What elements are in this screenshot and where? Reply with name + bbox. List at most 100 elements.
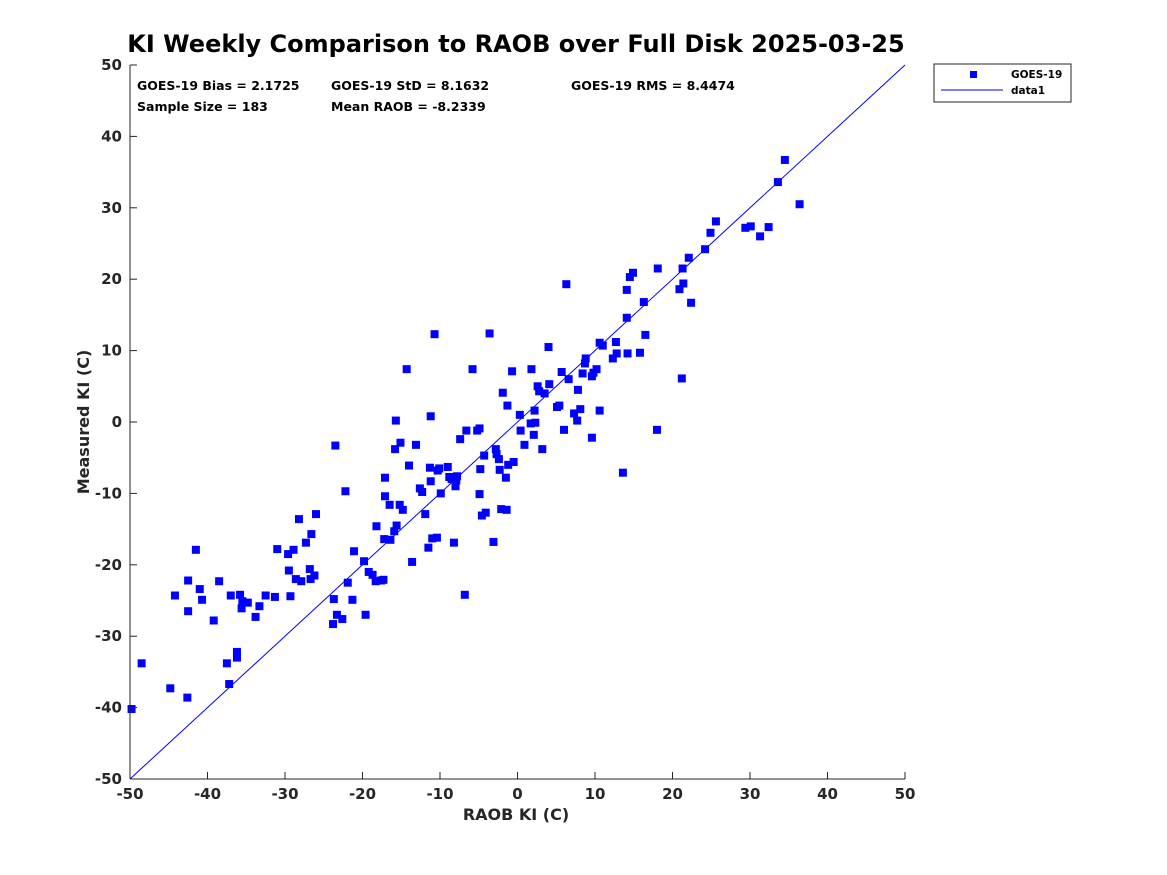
data-point xyxy=(562,280,571,289)
reference-line xyxy=(129,64,906,780)
data-point xyxy=(392,521,401,530)
data-point xyxy=(236,590,245,599)
data-point xyxy=(232,653,241,662)
data-point xyxy=(349,547,358,556)
y-tick-label: 30 xyxy=(101,199,122,217)
data-point xyxy=(581,354,590,363)
x-tick-label: 30 xyxy=(740,785,761,803)
data-point xyxy=(576,405,585,414)
data-point xyxy=(338,615,347,624)
data-point xyxy=(425,463,434,472)
data-point xyxy=(449,538,458,547)
data-point xyxy=(529,430,538,439)
data-point xyxy=(741,223,750,232)
data-point xyxy=(622,285,631,294)
data-point xyxy=(443,462,452,471)
data-point xyxy=(436,489,445,498)
data-point xyxy=(456,435,465,444)
data-point xyxy=(255,602,264,611)
data-point xyxy=(530,406,539,415)
data-point xyxy=(329,620,338,629)
x-tick-label: -40 xyxy=(194,785,221,803)
data-point xyxy=(611,338,620,347)
data-point xyxy=(544,343,553,352)
data-point xyxy=(503,401,512,410)
data-point xyxy=(476,465,485,474)
data-point xyxy=(502,505,511,514)
data-point xyxy=(711,217,720,226)
data-point xyxy=(426,477,435,486)
data-point xyxy=(515,410,524,419)
data-point xyxy=(497,505,506,514)
data-point xyxy=(746,222,755,231)
data-point xyxy=(232,647,241,656)
data-point xyxy=(385,500,394,509)
data-point xyxy=(485,329,494,338)
data-point xyxy=(424,543,433,552)
data-point xyxy=(545,380,554,389)
data-point xyxy=(641,330,650,339)
data-point xyxy=(495,465,504,474)
data-point xyxy=(675,285,684,294)
data-point xyxy=(127,705,136,714)
data-point xyxy=(386,535,395,544)
data-point xyxy=(535,387,544,396)
data-point xyxy=(238,597,247,606)
data-point xyxy=(391,445,400,454)
data-point xyxy=(372,522,381,531)
legend-label-series1: GOES-19 xyxy=(1011,69,1062,81)
data-point xyxy=(687,298,696,307)
data-point xyxy=(481,508,490,517)
data-point xyxy=(305,565,314,574)
data-point xyxy=(391,416,400,425)
data-point xyxy=(475,424,484,433)
x-tick-label: 10 xyxy=(585,785,606,803)
y-tick-label: 0 xyxy=(112,413,122,431)
data-point xyxy=(297,577,306,586)
data-point xyxy=(426,412,435,421)
data-point xyxy=(435,464,444,473)
data-point xyxy=(540,389,549,398)
data-point xyxy=(635,348,644,357)
data-point xyxy=(380,535,389,544)
data-point xyxy=(475,490,484,499)
data-point xyxy=(371,577,380,586)
x-tick-label: -30 xyxy=(271,785,298,803)
data-point xyxy=(679,279,688,288)
data-point xyxy=(795,200,804,209)
data-point xyxy=(451,482,460,491)
stat-sample-size: Sample Size = 183 xyxy=(137,99,268,114)
data-point xyxy=(360,557,369,566)
data-point xyxy=(531,418,540,427)
chart-title: KI Weekly Comparison to RAOB over Full D… xyxy=(127,30,904,58)
data-point xyxy=(421,510,430,519)
stat-bias: GOES-19 Bias = 2.1725 xyxy=(137,78,299,93)
y-tick-label: -20 xyxy=(95,556,122,574)
data-point xyxy=(489,537,498,546)
stat-mean-raob: Mean RAOB = -8.2339 xyxy=(331,99,486,114)
legend-label-series2: data1 xyxy=(1011,85,1045,97)
y-tick-label: 50 xyxy=(101,56,122,74)
data-point xyxy=(170,591,179,600)
data-point xyxy=(310,571,319,580)
data-point xyxy=(618,468,627,477)
data-point xyxy=(509,457,518,466)
data-point xyxy=(557,368,566,377)
data-point xyxy=(608,354,617,363)
data-point xyxy=(498,388,507,397)
legend-box xyxy=(933,63,1072,103)
data-point xyxy=(398,505,407,514)
data-point xyxy=(653,425,661,434)
data-point xyxy=(538,445,547,454)
data-point xyxy=(361,610,370,619)
data-point xyxy=(428,534,437,543)
data-point xyxy=(402,365,411,374)
data-point xyxy=(684,253,693,262)
data-point xyxy=(198,595,207,604)
data-point xyxy=(520,440,529,449)
data-point xyxy=(284,550,293,559)
y-axis-label: Measured KI (C) xyxy=(74,350,93,495)
data-point xyxy=(301,538,310,547)
data-point xyxy=(395,500,404,509)
data-point xyxy=(462,426,471,435)
